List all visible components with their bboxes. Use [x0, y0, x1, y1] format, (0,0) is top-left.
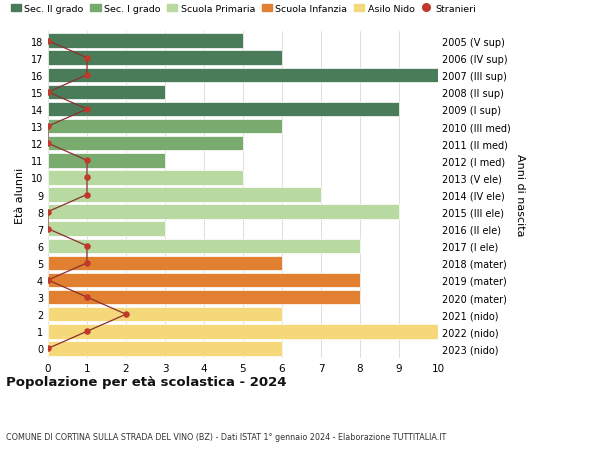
- Bar: [48, 34, 243, 49]
- Point: [43, 225, 53, 233]
- Point: [82, 191, 92, 199]
- Bar: [48, 51, 282, 66]
- Bar: [48, 325, 438, 339]
- Point: [43, 123, 53, 130]
- Text: Popolazione per età scolastica - 2024: Popolazione per età scolastica - 2024: [6, 375, 287, 388]
- Bar: [48, 102, 399, 117]
- Bar: [48, 137, 243, 151]
- Point: [43, 208, 53, 216]
- Bar: [48, 85, 165, 100]
- Bar: [48, 341, 282, 356]
- Y-axis label: Età alunni: Età alunni: [15, 167, 25, 223]
- Bar: [48, 239, 360, 253]
- Point: [82, 174, 92, 182]
- Point: [82, 106, 92, 113]
- Text: COMUNE DI CORTINA SULLA STRADA DEL VINO (BZ) - Dati ISTAT 1° gennaio 2024 - Elab: COMUNE DI CORTINA SULLA STRADA DEL VINO …: [6, 431, 446, 441]
- Point: [82, 294, 92, 301]
- Point: [82, 72, 92, 79]
- Bar: [48, 188, 321, 202]
- Bar: [48, 222, 165, 236]
- Bar: [48, 171, 243, 185]
- Bar: [48, 307, 282, 322]
- Point: [43, 89, 53, 96]
- Point: [43, 140, 53, 147]
- Bar: [48, 154, 165, 168]
- Y-axis label: Anni di nascita: Anni di nascita: [515, 154, 525, 236]
- Bar: [48, 256, 282, 270]
- Point: [43, 277, 53, 284]
- Point: [82, 157, 92, 165]
- Point: [121, 311, 131, 318]
- Legend: Sec. II grado, Sec. I grado, Scuola Primaria, Scuola Infanzia, Asilo Nido, Stran: Sec. II grado, Sec. I grado, Scuola Prim…: [11, 5, 476, 14]
- Point: [82, 243, 92, 250]
- Bar: [48, 273, 360, 288]
- Point: [82, 328, 92, 335]
- Bar: [48, 68, 438, 83]
- Point: [43, 38, 53, 45]
- Point: [82, 55, 92, 62]
- Bar: [48, 290, 360, 305]
- Bar: [48, 205, 399, 219]
- Bar: [48, 120, 282, 134]
- Point: [82, 260, 92, 267]
- Point: [43, 345, 53, 353]
